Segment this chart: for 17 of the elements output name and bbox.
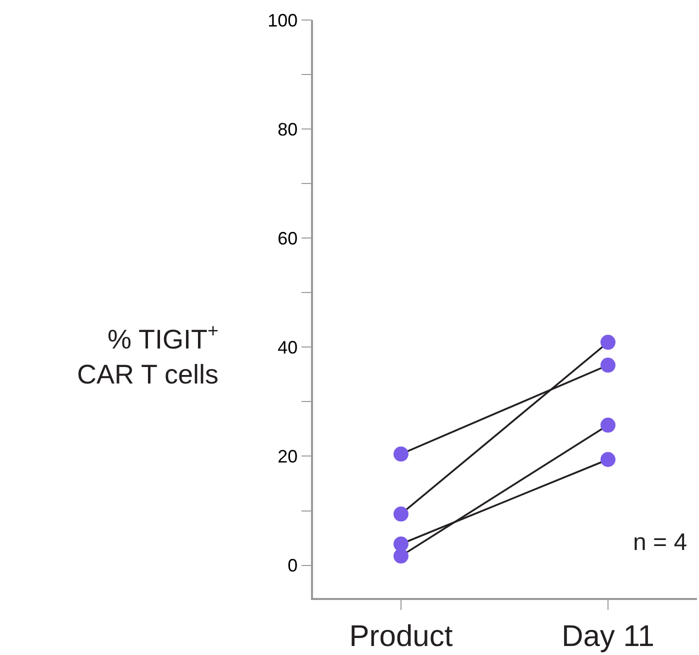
y-tick-label: 80 <box>278 119 298 140</box>
y-tick-label: 100 <box>268 10 298 30</box>
point <box>600 418 616 433</box>
point <box>393 506 408 522</box>
y-tick-label: 60 <box>278 228 298 248</box>
point <box>393 446 408 462</box>
x-tick-label: Product <box>349 620 454 653</box>
point <box>600 452 616 467</box>
y-tick-label: 20 <box>278 446 298 467</box>
x-tick-label: Day 11 <box>562 620 654 653</box>
y-tick-label: 0 <box>288 556 298 576</box>
point <box>600 358 616 373</box>
y-axis-title: % TIGIT$^{+}$ CAR T cells <box>77 321 219 390</box>
point <box>393 548 408 564</box>
y-tick-label: 40 <box>278 337 298 358</box>
annotation: n = 4 <box>633 529 688 556</box>
point <box>600 334 616 350</box>
